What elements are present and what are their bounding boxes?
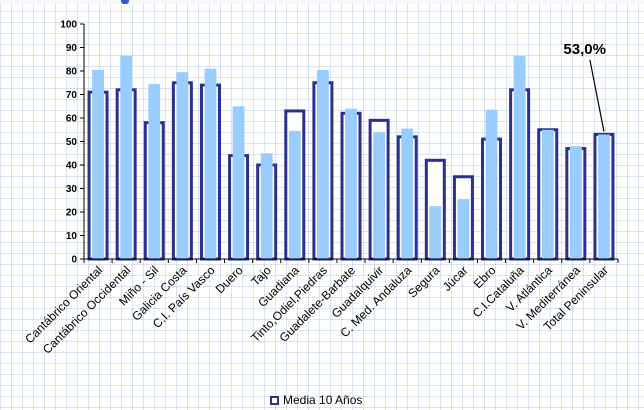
y-tick-label: 0 <box>71 255 77 266</box>
bar-current <box>401 128 414 259</box>
bar-current <box>541 129 554 259</box>
y-tick-label: 40 <box>66 161 78 172</box>
y-axis: 0 10 20 30 40 50 60 70 80 90 100 <box>60 20 85 266</box>
bar-current <box>345 108 357 259</box>
y-tick-label: 60 <box>66 114 78 125</box>
y-tick-label: 50 <box>66 137 78 148</box>
x-tick-label: Júcar <box>440 263 471 294</box>
y-tick-label: 10 <box>66 231 78 242</box>
bar-current <box>288 130 301 259</box>
bar-current <box>598 134 610 259</box>
y-tick-label: 90 <box>66 43 78 54</box>
title-fragment <box>121 0 129 4</box>
y-tick-label: 80 <box>66 67 78 78</box>
y-tick-label: 100 <box>60 20 77 31</box>
bar-current <box>204 68 217 260</box>
bar-chart: 0 10 20 30 40 50 60 70 80 90 100 Cantábrico Orient… <box>22 20 619 357</box>
bar-current <box>260 153 273 259</box>
bar-current <box>148 83 161 259</box>
x-tick-label: Segura <box>405 263 442 300</box>
annotations: 53,0% <box>563 41 606 132</box>
y-tick-label: 30 <box>66 184 78 195</box>
legend-swatch <box>270 395 279 405</box>
bar-current <box>316 69 329 259</box>
bar-current <box>429 206 442 259</box>
bar-current <box>176 72 189 259</box>
bar-current <box>457 199 470 259</box>
annotation-label: 53,0% <box>563 41 606 58</box>
bar-current <box>513 55 526 259</box>
bars <box>87 55 615 261</box>
y-tick-label: 20 <box>66 208 78 219</box>
title-strip <box>0 0 644 4</box>
x-tick-label: Duero <box>213 263 246 296</box>
bar-current <box>485 109 498 260</box>
bar-current <box>569 146 582 259</box>
legend-label: Media 10 Años <box>283 393 363 407</box>
bar-current <box>232 106 245 259</box>
annotation-leader <box>589 59 605 132</box>
y-tick-label: 70 <box>66 90 78 101</box>
bar-current <box>120 55 133 259</box>
legend: Media 10 Años <box>270 393 362 407</box>
bar-current <box>92 69 104 259</box>
x-axis <box>83 258 619 263</box>
bar-current <box>373 132 386 259</box>
